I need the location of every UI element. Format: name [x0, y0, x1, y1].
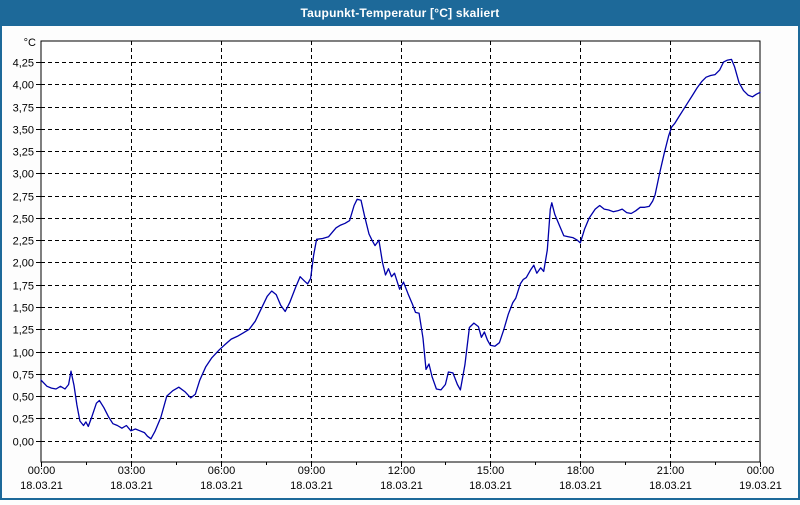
y-tick-label: 3,00: [13, 169, 34, 181]
x-tick-date: 18.03.21: [649, 480, 692, 492]
y-tick-label: 1,25: [13, 325, 34, 337]
y-tick-label: 2,50: [13, 214, 34, 226]
window-title-bar: Taupunkt-Temperatur [°C] skaliert: [0, 0, 800, 26]
y-tick-label: 1,50: [13, 303, 34, 315]
page-title: Taupunkt-Temperatur [°C] skaliert: [300, 6, 500, 20]
y-tick-label: 4,00: [13, 80, 34, 92]
x-tick-date: 18.03.21: [110, 480, 153, 492]
x-tick-time: 15:00: [477, 465, 505, 477]
x-tick-date: 19.03.21: [739, 480, 782, 492]
x-tick-date: 18.03.21: [469, 480, 512, 492]
x-tick-date: 18.03.21: [290, 480, 333, 492]
grid-lines: [41, 41, 760, 462]
x-tick-time: 06:00: [208, 465, 236, 477]
y-tick-label: 0,25: [13, 414, 34, 426]
y-tick-label: 0,00: [13, 437, 34, 449]
x-tick-time: 00:00: [28, 465, 56, 477]
x-tick-date: 18.03.21: [200, 480, 243, 492]
axis-labels: 0,00 0,25 0,50 0,75 1,00 1,25 1,50 1,75 2,00 2,25…: [13, 37, 782, 492]
y-tick-label: 1,75: [13, 281, 34, 293]
x-tick-date: 18.03.21: [380, 480, 423, 492]
y-axis-unit: °C: [24, 37, 36, 49]
x-tick-date: 18.03.21: [559, 480, 602, 492]
x-tick-time: 00:00: [747, 465, 775, 477]
axis-ticks: [36, 62, 761, 467]
y-tick-label: 1,00: [13, 348, 34, 360]
y-tick-label: 2,25: [13, 236, 34, 248]
y-tick-label: 2,00: [13, 258, 34, 270]
x-tick-time: 09:00: [298, 465, 326, 477]
y-tick-label: 3,50: [13, 125, 34, 137]
y-tick-label: 3,25: [13, 147, 34, 159]
data-line: [40, 58, 761, 440]
x-tick-date: 18.03.21: [20, 480, 63, 492]
x-tick-time: 03:00: [118, 465, 146, 477]
y-tick-label: 0,75: [13, 370, 34, 382]
plot-area: [40, 40, 761, 463]
x-tick-time: 12:00: [388, 465, 416, 477]
x-tick-time: 21:00: [657, 465, 685, 477]
y-tick-label: 3,75: [13, 103, 34, 115]
y-tick-label: 4,25: [13, 58, 34, 70]
y-tick-label: 0,50: [13, 392, 34, 404]
x-tick-time: 18:00: [567, 465, 595, 477]
y-tick-label: 2,75: [13, 192, 34, 204]
